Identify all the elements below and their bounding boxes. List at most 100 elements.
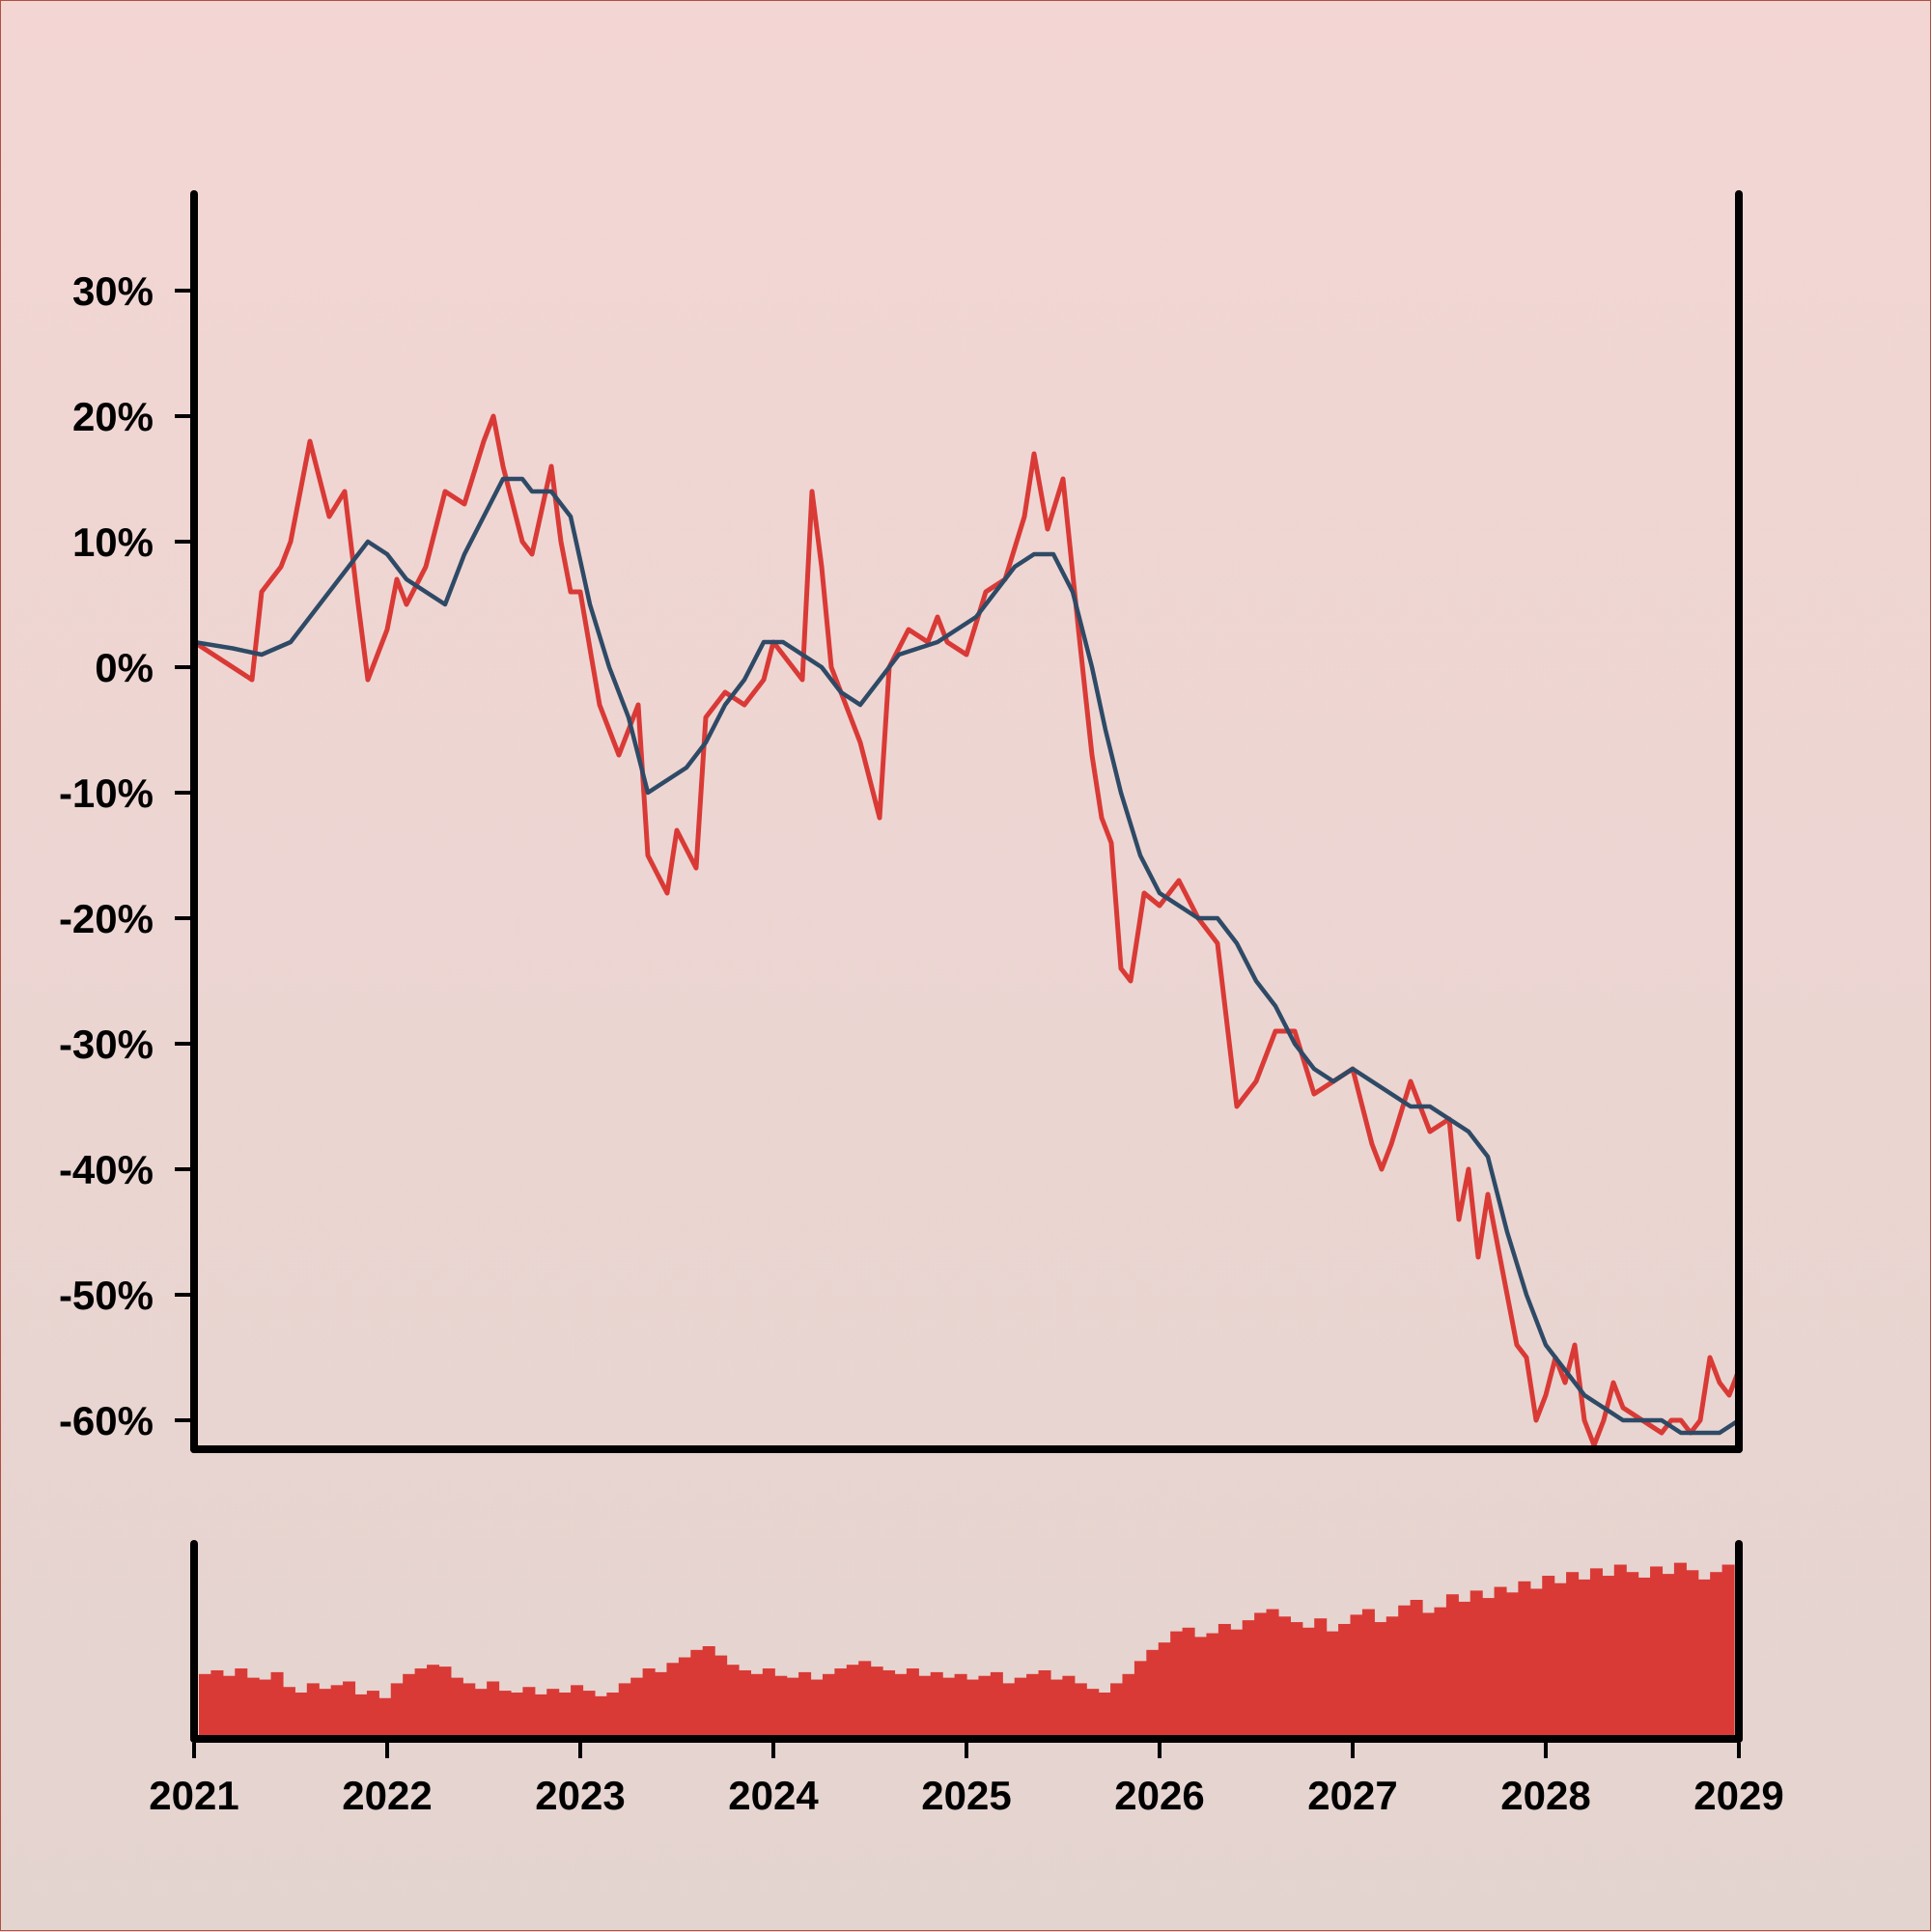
volume-bar (510, 1693, 523, 1739)
volume-bar (1086, 1689, 1100, 1739)
price-panel: 30% 20% 10% 0% -10% -20% -30% -40% -50% -60% 2021… (59, 190, 1784, 1818)
volume-bar (210, 1669, 224, 1739)
volume-bar (199, 1673, 212, 1739)
y-tick-label: -20% (59, 896, 154, 941)
volume-bar (726, 1665, 740, 1739)
volume-bar (978, 1675, 992, 1739)
volume-bar (1458, 1601, 1471, 1739)
volume-bar (1026, 1673, 1040, 1739)
volume-bar (762, 1668, 775, 1739)
volume-bar (1361, 1609, 1375, 1739)
volume-bar (858, 1661, 872, 1739)
price-line (194, 413, 1739, 1448)
volume-bar (846, 1665, 859, 1739)
volume-bar (498, 1691, 512, 1739)
volume-bar (1542, 1576, 1555, 1739)
x-tick-label: 2021 (149, 1773, 238, 1818)
x-axis-ticks: 2021 2022 2023 2024 2025 2026 2027 2028 2029 (149, 1743, 1784, 1818)
volume-bar (918, 1675, 932, 1739)
volume-bars (199, 1562, 1735, 1739)
volume-bar (1518, 1581, 1531, 1739)
y-axis-ticks: 30% 20% 10% 0% -10% -20% -30% -40% -50% -60% (59, 268, 190, 1443)
volume-bar (294, 1693, 308, 1739)
volume-bar (1637, 1577, 1651, 1739)
volume-bar (403, 1673, 416, 1739)
volume-bar (1074, 1683, 1087, 1739)
x-tick-label: 2028 (1500, 1773, 1590, 1818)
y-tick-label: -30% (59, 1022, 154, 1067)
volume-bar (1505, 1592, 1519, 1739)
axes (190, 190, 1743, 1743)
volume-bar (319, 1689, 332, 1739)
y-tick-label: 30% (72, 268, 154, 314)
volume-bar (738, 1669, 751, 1739)
volume-bar (366, 1691, 379, 1739)
volume-bar (571, 1685, 584, 1739)
volume-bar (1002, 1683, 1016, 1739)
volume-bar (1566, 1572, 1580, 1739)
volume-bar (1697, 1579, 1711, 1739)
volume-bar (810, 1679, 824, 1739)
volume-bar (522, 1687, 536, 1739)
volume-bar (1098, 1693, 1111, 1739)
volume-bar (427, 1665, 440, 1739)
volume-bar (1038, 1669, 1051, 1739)
x-tick-label: 2024 (728, 1773, 819, 1818)
volume-bar (690, 1649, 704, 1739)
volume-bar (1062, 1675, 1076, 1739)
volume-bar (1650, 1566, 1664, 1739)
volume-bar (582, 1691, 596, 1739)
volume-bar (1469, 1590, 1483, 1739)
volume-bar (378, 1697, 392, 1739)
volume-bar (259, 1679, 272, 1739)
volume-bar (822, 1673, 835, 1739)
volume-bar (1182, 1627, 1195, 1739)
volume-bar (1277, 1616, 1291, 1739)
volume-bar (942, 1677, 956, 1739)
volume-bar (990, 1671, 1003, 1739)
volume-bar (642, 1668, 656, 1739)
volume-bar (1301, 1627, 1315, 1739)
volume-bar (1721, 1564, 1735, 1739)
y-tick-label: 0% (95, 645, 154, 690)
volume-bar (558, 1693, 572, 1739)
volume-bar (954, 1673, 967, 1739)
volume-bar (594, 1695, 607, 1739)
volume-bar (1385, 1616, 1399, 1739)
volume-bar (1374, 1622, 1387, 1739)
x-tick-label: 2025 (921, 1773, 1011, 1818)
volume-bar (1254, 1612, 1268, 1739)
volume-bar (1553, 1582, 1567, 1739)
volume-bar (1422, 1612, 1436, 1739)
volume-bar (282, 1687, 295, 1739)
y-tick-label: 10% (72, 519, 154, 565)
volume-bar (450, 1677, 463, 1739)
volume-bar (487, 1681, 500, 1739)
volume-bar (354, 1694, 368, 1739)
y-tick-label: 20% (72, 394, 154, 439)
y-tick-label: -50% (59, 1273, 154, 1318)
volume-bar (1410, 1600, 1423, 1739)
volume-bar (438, 1666, 452, 1739)
volume-bar (798, 1671, 812, 1739)
moving-average-line (194, 476, 1739, 1436)
volume-bar (870, 1666, 883, 1739)
volume-bar (1217, 1623, 1231, 1739)
volume-bar (1626, 1572, 1639, 1739)
y-tick-label: -40% (59, 1147, 154, 1192)
volume-bar (702, 1646, 715, 1739)
volume-bar (930, 1671, 943, 1739)
volume-bar (306, 1683, 320, 1739)
y-tick-label: -10% (59, 770, 154, 816)
volume-bar (1242, 1620, 1255, 1739)
volume-bar (606, 1693, 620, 1739)
volume-bar (1482, 1598, 1496, 1739)
volume-bar (390, 1683, 404, 1739)
volume-bar (1049, 1679, 1063, 1739)
volume-bar (1710, 1572, 1723, 1739)
volume-bar (1266, 1609, 1279, 1739)
volume-bar (655, 1671, 668, 1739)
volume-bar (1110, 1683, 1124, 1739)
volume-bar (1230, 1629, 1244, 1739)
volume-bar (235, 1668, 248, 1739)
